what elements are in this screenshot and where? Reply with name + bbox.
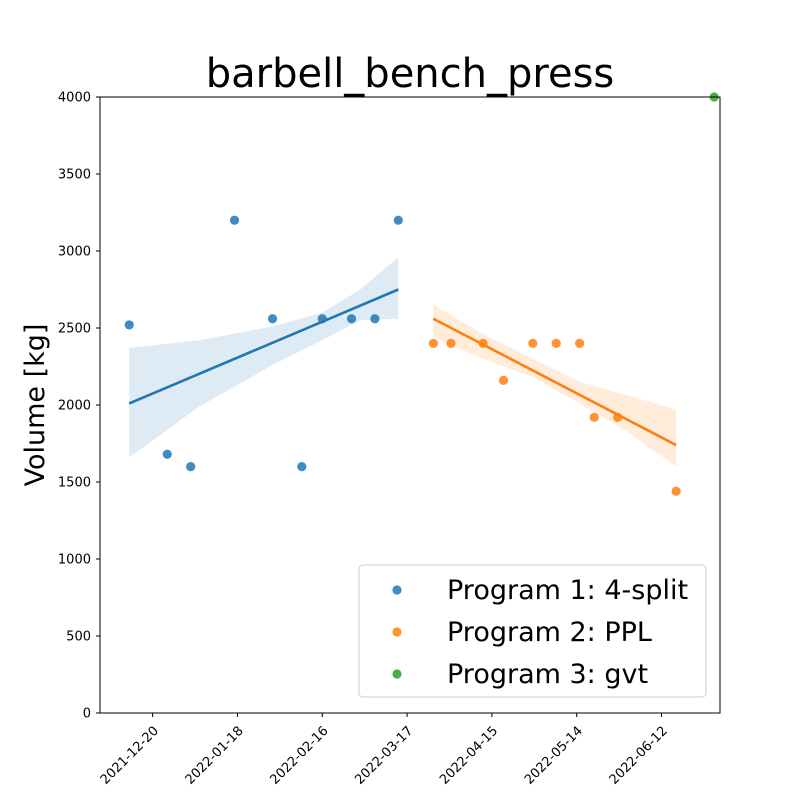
- data-point: [229, 215, 240, 225]
- x-tick-label: 2022-05-14: [522, 724, 586, 788]
- legend-box: [358, 564, 707, 698]
- y-tick-label: 2000: [58, 399, 91, 414]
- legend-label-2: Program 2: PPL: [447, 617, 652, 648]
- chart-title: barbell_bench_press: [206, 51, 615, 97]
- data-point: [528, 338, 538, 348]
- legend-marker-2: [392, 627, 402, 637]
- legend-label-3: Program 3: gvt: [447, 659, 648, 690]
- data-point: [346, 314, 357, 324]
- x-tick-label: 2022-03-17: [352, 724, 416, 788]
- y-tick-label: 4000: [58, 91, 91, 106]
- legend-label-1: Program 1: 4-split: [447, 575, 688, 606]
- legend-marker-3: [392, 669, 402, 679]
- confidence-band-2: [433, 304, 677, 467]
- y-tick-label: 3500: [58, 168, 91, 183]
- data-point: [589, 412, 599, 422]
- data-point: [297, 462, 307, 472]
- y-tick-label: 3000: [58, 245, 91, 260]
- y-axis-label: Volume [kg]: [20, 324, 51, 487]
- x-tick-label: 2021-12-20: [98, 724, 162, 788]
- x-tick-label: 2022-01-18: [183, 724, 247, 788]
- data-point: [498, 375, 509, 385]
- data-point: [613, 412, 623, 422]
- data-point: [478, 338, 488, 348]
- data-point: [267, 314, 278, 324]
- data-point: [317, 314, 327, 324]
- confidence-band-1: [129, 257, 399, 458]
- data-point: [162, 449, 172, 459]
- data-point: [393, 215, 403, 225]
- x-tick-label: 2022-04-15: [437, 724, 501, 788]
- trend-line-2: [432, 317, 677, 447]
- data-point: [671, 486, 681, 496]
- data-point: [370, 314, 380, 324]
- legend: Program 1: 4-split Program 2: PPL Program …: [358, 564, 707, 698]
- data-point: [446, 338, 456, 348]
- data-point: [575, 338, 585, 348]
- data-point: [124, 320, 134, 330]
- legend-marker-1: [392, 585, 402, 595]
- y-tick-label: 0: [83, 707, 91, 722]
- data-point: [428, 338, 438, 348]
- y-tick-label: 500: [66, 630, 91, 645]
- data-point: [551, 338, 561, 348]
- series-2: [428, 304, 681, 496]
- data-point: [186, 462, 196, 472]
- y-tick-label: 1000: [58, 553, 91, 568]
- plot-area: [124, 92, 719, 496]
- y-tick-label: 2500: [58, 322, 91, 337]
- series-1: [124, 215, 403, 472]
- x-tick-label: 2022-02-16: [267, 724, 331, 788]
- trend-line-1: [128, 288, 399, 405]
- y-tick-label: 1500: [58, 476, 91, 491]
- x-tick-label: 2022-06-12: [607, 724, 671, 788]
